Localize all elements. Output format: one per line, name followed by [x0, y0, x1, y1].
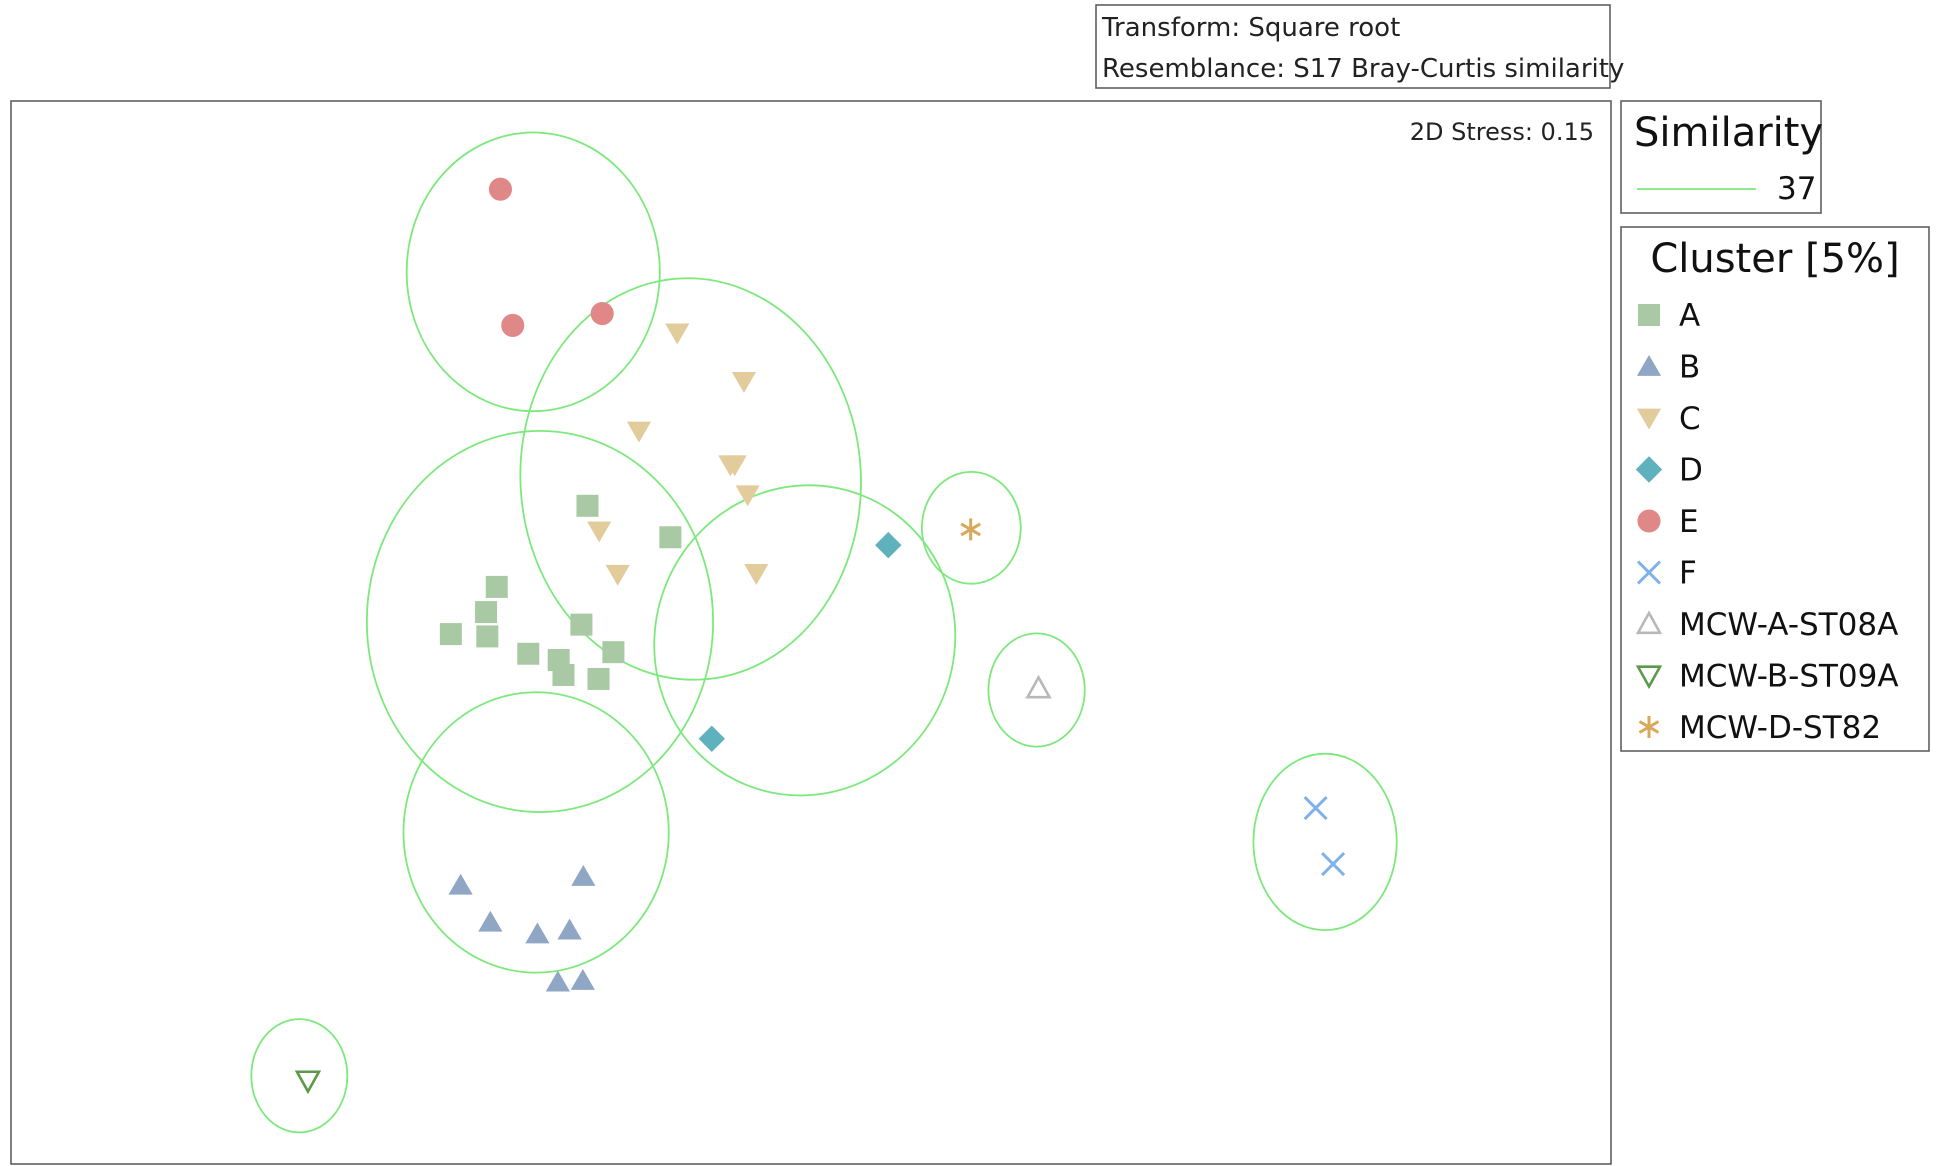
point-c-1	[665, 323, 690, 345]
point-d-2	[698, 725, 725, 752]
similarity-legend-title: Similarity	[1634, 110, 1823, 156]
plot-frame	[10, 100, 1612, 1165]
point-c-2	[731, 371, 757, 393]
point-a-8	[517, 642, 540, 665]
legend-marker-a	[1638, 304, 1660, 326]
legend-marker-c	[1636, 408, 1662, 430]
point-f-2	[1321, 851, 1346, 877]
point-c-5	[735, 485, 760, 507]
similarity-contour-7	[402, 691, 670, 974]
point-a-6	[659, 526, 682, 549]
point-b-2	[571, 865, 596, 886]
similarity-contours	[250, 131, 1398, 1134]
point-a-12	[587, 667, 610, 690]
point-mcw-b-st09a-1	[294, 1070, 322, 1095]
legend-entry-e: E	[1637, 504, 1699, 540]
stress-label: 2D Stress: 0.15	[1410, 118, 1594, 146]
legend-label-mcw-a-st08a: MCW-A-ST08A	[1679, 607, 1898, 643]
point-b-5	[557, 918, 582, 940]
legend-label-a: A	[1679, 298, 1700, 334]
point-a-11	[602, 641, 625, 664]
point-c-3	[626, 421, 652, 443]
legend-label-f: F	[1679, 556, 1697, 592]
similarity-contour-6	[987, 632, 1086, 748]
point-f-1	[1303, 796, 1328, 821]
point-a-1	[576, 494, 599, 517]
point-a-3	[475, 601, 498, 624]
point-mcw-d-st82-1	[960, 518, 981, 541]
legend-entry-a: A	[1638, 298, 1700, 334]
similarity-legend-value: 37	[1777, 171, 1816, 207]
similarity-contour-1	[405, 131, 661, 413]
legend-entry-b: B	[1636, 350, 1700, 386]
point-b-6	[545, 970, 570, 992]
similarity-contour-5	[920, 470, 1022, 585]
similarity-contour-9	[250, 1018, 349, 1134]
similarity-legend: Similarity 37	[1620, 100, 1823, 214]
cluster-legend-title: Cluster [5%]	[1650, 236, 1899, 282]
similarity-contour-2	[519, 277, 862, 681]
point-mcw-a-st08a-1	[1025, 674, 1052, 699]
point-b-7	[570, 968, 595, 990]
point-c-8	[744, 564, 769, 585]
point-e-2	[501, 313, 525, 337]
point-c-9	[722, 455, 747, 477]
similarity-contour-8	[1252, 752, 1398, 932]
legend-entry-c: C	[1636, 401, 1701, 437]
legend-label-e: E	[1679, 504, 1699, 540]
legend-marker-d	[1635, 456, 1663, 483]
legend-label-d: D	[1679, 453, 1703, 489]
transform-label: Transform: Square root	[1101, 13, 1400, 43]
similarity-contour-3	[365, 429, 714, 813]
legend-entry-mcw-b-st09a: MCW-B-ST09A	[1635, 659, 1899, 695]
legend-entry-d: D	[1635, 453, 1703, 489]
point-a-5	[476, 625, 499, 648]
point-b-1	[448, 873, 473, 895]
legend-marker-f	[1636, 560, 1662, 585]
point-a-4	[439, 623, 462, 646]
data-points	[294, 177, 1346, 1095]
info-box: Transform: Square root Resemblance: S17 …	[1095, 4, 1624, 89]
point-a-7	[570, 613, 593, 636]
legend-entry-mcw-a-st08a: MCW-A-ST08A	[1635, 607, 1898, 643]
point-a-10	[552, 664, 575, 687]
resemblance-label: Resemblance: S17 Bray-Curtis similarity	[1102, 54, 1624, 84]
legend-marker-mcw-d-st82	[1638, 716, 1660, 738]
cluster-legend-frame	[1620, 226, 1930, 752]
similarity-legend-frame	[1620, 100, 1822, 214]
point-e-1	[488, 177, 512, 201]
point-e-3	[590, 302, 614, 326]
legend-marker-b	[1636, 354, 1662, 376]
point-a-2	[485, 575, 508, 598]
legend-label-c: C	[1679, 401, 1701, 437]
point-c-7	[605, 564, 630, 586]
legend-entry-mcw-d-st82: MCW-D-ST82	[1638, 710, 1881, 746]
legend-label-mcw-d-st82: MCW-D-ST82	[1679, 710, 1881, 746]
similarity-contour-4	[653, 484, 957, 797]
legend-marker-e	[1637, 509, 1661, 533]
point-c-6	[587, 521, 612, 543]
info-box-frame	[1095, 4, 1611, 89]
legend-marker-mcw-b-st09a	[1635, 665, 1663, 690]
point-b-3	[478, 910, 503, 932]
legend-entry-f: F	[1636, 556, 1697, 592]
point-b-4	[525, 922, 550, 944]
legend-label-b: B	[1679, 350, 1700, 386]
point-d-1	[875, 531, 902, 559]
legend-marker-mcw-a-st08a	[1635, 610, 1663, 635]
legend-label-mcw-b-st09a: MCW-B-ST09A	[1679, 659, 1899, 695]
